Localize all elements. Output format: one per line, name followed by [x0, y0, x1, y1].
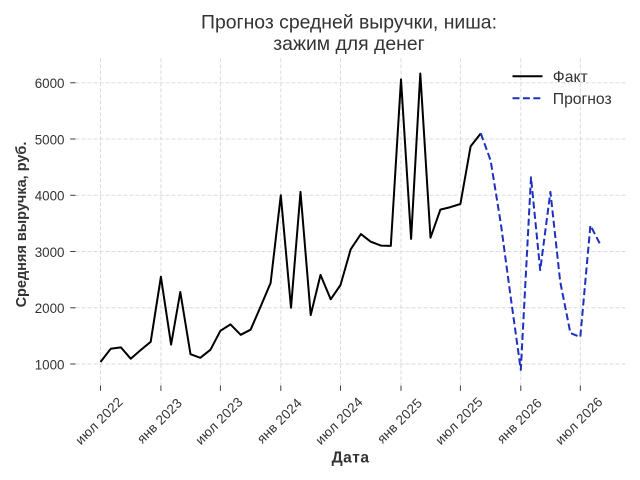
svg-text:3000: 3000	[35, 245, 65, 260]
svg-text:4000: 4000	[35, 189, 65, 204]
svg-text:Дата: Дата	[332, 449, 370, 466]
svg-text:1000: 1000	[35, 357, 65, 372]
svg-text:Прогноз: Прогноз	[553, 91, 612, 108]
svg-text:Прогноз средней выручки, ниша:: Прогноз средней выручки, ниша:	[201, 12, 497, 34]
svg-text:5000: 5000	[35, 132, 65, 147]
svg-text:2000: 2000	[35, 301, 65, 316]
svg-text:зажим для денег: зажим для денег	[273, 33, 424, 55]
svg-text:Средняя выручка, руб.: Средняя выручка, руб.	[14, 142, 30, 308]
svg-text:Факт: Факт	[553, 69, 588, 86]
svg-text:6000: 6000	[35, 76, 65, 91]
